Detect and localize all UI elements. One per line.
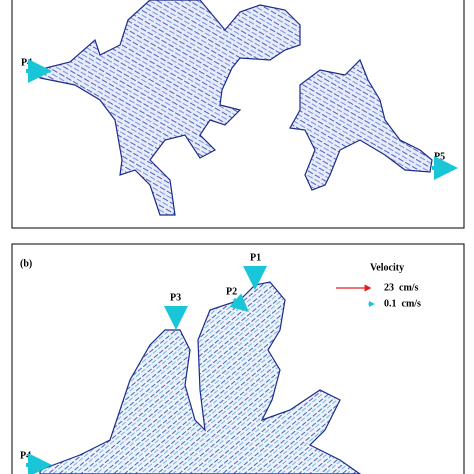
flow-region bbox=[39, 281, 362, 474]
legend-title: Velocity bbox=[370, 262, 404, 273]
panel-b: (b) P1 P2 P3 P4 Velocity 23 cm/s 0.1 cm/… bbox=[11, 243, 465, 474]
flow-region bbox=[289, 58, 433, 191]
legend-item: 23 cm/s bbox=[384, 282, 419, 293]
panel-a: P4 P5 bbox=[11, 0, 465, 229]
inflow-arrow bbox=[229, 293, 249, 312]
port-label: P4 bbox=[21, 57, 32, 68]
legend-item: 0.1 cm/s bbox=[384, 298, 421, 309]
panel-frame bbox=[11, 243, 465, 474]
port-label: P2 bbox=[226, 286, 237, 297]
port-label: P1 bbox=[250, 252, 261, 263]
legend: Velocity 23 cm/s 0.1 cm/s bbox=[336, 262, 421, 309]
port-label: P5 bbox=[434, 151, 445, 162]
panel-label: (b) bbox=[20, 258, 32, 269]
port-label: P3 bbox=[170, 292, 181, 303]
flow-region bbox=[37, 0, 301, 216]
port-label: P4 bbox=[20, 450, 31, 461]
panel-frame bbox=[11, 0, 465, 229]
